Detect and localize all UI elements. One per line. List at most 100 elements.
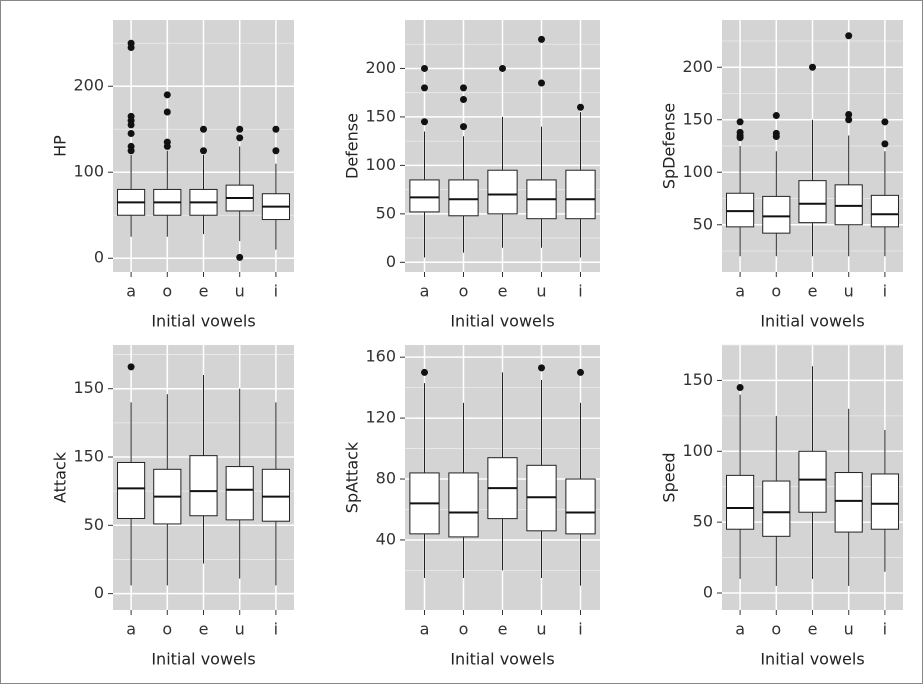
box <box>870 473 899 530</box>
x-tick-label: u <box>235 620 245 639</box>
x-tick-label: u <box>844 620 854 639</box>
y-tick-label: 50 <box>84 515 104 534</box>
x-tick-label: o <box>162 282 172 301</box>
outlier <box>845 116 853 124</box>
outlier <box>127 363 135 371</box>
y-axis-label: Defense <box>343 113 362 179</box>
x-tick-label: e <box>808 620 818 639</box>
y-tick-label: 120 <box>365 408 396 427</box>
outlier <box>809 63 816 71</box>
x-tick-label: i <box>883 620 887 639</box>
outlier <box>736 134 744 142</box>
outlier <box>577 368 584 376</box>
y-tick-label: 200 <box>365 58 396 77</box>
box <box>798 180 827 224</box>
y-axis-label: HP <box>51 135 70 157</box>
y-tick-label: 100 <box>73 162 104 181</box>
outlier <box>772 133 780 141</box>
box <box>798 450 827 513</box>
x-tick-label: o <box>771 620 781 639</box>
x-tick-label: e <box>498 620 508 639</box>
y-tick-label: 40 <box>376 529 396 548</box>
outlier <box>881 118 889 126</box>
box <box>189 455 218 517</box>
box <box>448 179 479 217</box>
box <box>762 195 791 234</box>
y-axis-label: SpAttack <box>343 441 362 513</box>
box <box>726 474 755 530</box>
x-tick-label: a <box>126 282 136 301</box>
outlier <box>236 253 244 261</box>
box <box>409 179 440 213</box>
outlier <box>845 111 853 118</box>
x-tick-label: a <box>126 620 136 639</box>
y-tick-label: 200 <box>682 57 713 76</box>
outlier <box>772 112 780 120</box>
x-axis-label: Initial vowels <box>760 312 864 331</box>
box <box>565 169 596 220</box>
y-tick-label: 80 <box>376 469 396 488</box>
outlier <box>460 123 467 131</box>
box <box>225 466 254 521</box>
y-tick-label: 150 <box>73 447 104 466</box>
x-axis-label: Initial vowels <box>450 312 554 331</box>
x-tick-label: e <box>199 620 209 639</box>
box <box>870 194 899 228</box>
outlier <box>127 130 135 138</box>
y-tick-label: 0 <box>94 248 104 267</box>
outlier <box>127 121 135 129</box>
y-tick-label: 0 <box>94 583 104 602</box>
outlier <box>127 147 135 155</box>
x-tick-label: u <box>536 282 546 301</box>
y-axis-label: SpDefense <box>660 103 679 189</box>
y-tick-label: 50 <box>693 512 713 531</box>
y-tick-label: 100 <box>682 162 713 181</box>
outlier <box>127 44 135 52</box>
outlier <box>736 118 744 126</box>
y-tick-label: 100 <box>682 441 713 460</box>
x-tick-label: a <box>420 282 430 301</box>
outlier <box>421 84 428 92</box>
y-tick-label: 200 <box>73 76 104 95</box>
outlier <box>200 147 207 155</box>
x-tick-label: o <box>459 282 469 301</box>
outlier <box>736 384 744 392</box>
y-tick-label: 100 <box>365 155 396 174</box>
x-tick-label: e <box>498 282 508 301</box>
x-tick-label: e <box>199 282 209 301</box>
outlier <box>163 108 171 116</box>
x-tick-label: i <box>883 282 887 301</box>
x-tick-label: i <box>578 282 582 301</box>
outlier <box>538 79 545 87</box>
y-tick-label: 150 <box>73 378 104 397</box>
y-tick-label: 50 <box>376 203 396 222</box>
box <box>834 184 863 226</box>
x-tick-label: i <box>274 620 278 639</box>
y-tick-label: 0 <box>386 252 396 271</box>
box <box>117 461 146 519</box>
outlier <box>538 35 545 43</box>
y-tick-label: 0 <box>703 582 713 601</box>
x-tick-label: i <box>578 620 582 639</box>
outlier <box>163 142 171 150</box>
outlier <box>163 91 171 99</box>
y-tick-label: 160 <box>365 347 396 366</box>
outlier <box>236 134 244 142</box>
x-axis-label: Initial vowels <box>151 312 255 331</box>
outlier <box>236 125 244 133</box>
outlier <box>200 125 207 133</box>
box <box>565 478 596 535</box>
x-tick-label: e <box>808 282 818 301</box>
y-tick-label: 150 <box>682 370 713 389</box>
box <box>762 480 791 537</box>
box <box>726 192 755 228</box>
x-tick-label: u <box>235 282 245 301</box>
box <box>261 468 290 522</box>
x-axis-label: Initial vowels <box>450 650 554 669</box>
y-tick-label: 150 <box>682 109 713 128</box>
x-tick-label: i <box>274 282 278 301</box>
outlier <box>460 84 467 92</box>
y-tick-label: 50 <box>693 214 713 233</box>
outlier <box>272 147 280 155</box>
